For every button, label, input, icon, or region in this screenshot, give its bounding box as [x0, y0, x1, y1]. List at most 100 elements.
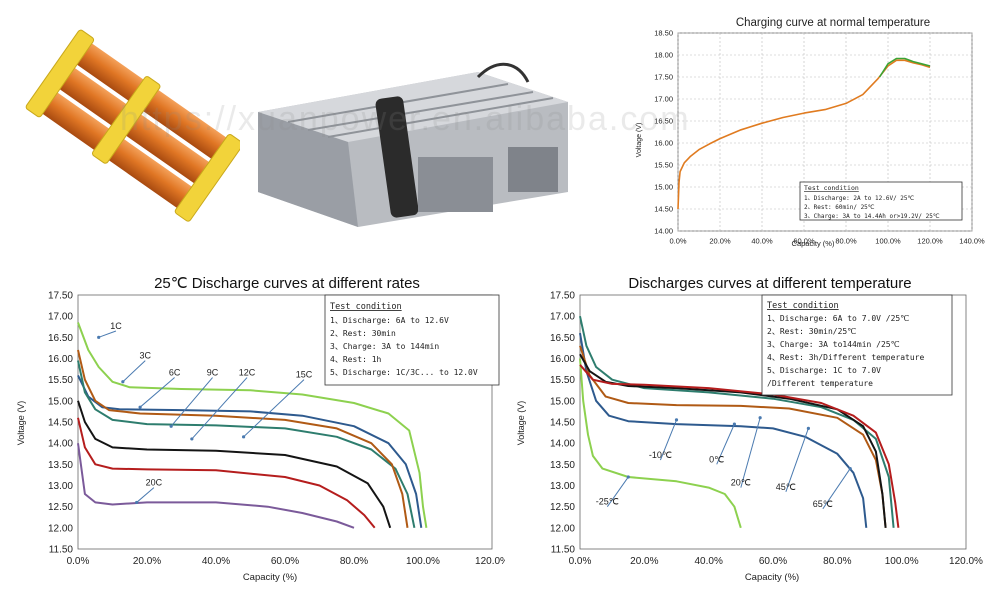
x-tick-label: 40.0% [694, 556, 722, 567]
y-tick-label: 12.50 [48, 502, 73, 513]
y-tick-label: 13.00 [48, 481, 73, 492]
x-tick-label: 100.0% [885, 556, 919, 567]
annotation-arrow-head [135, 500, 139, 505]
x-tick-label: 0.0% [669, 237, 686, 246]
annotation-arrow [716, 423, 735, 465]
test-condition-line-1: 1、Discharge: 2A to 12.6V/ 25℃ [804, 195, 915, 202]
series-annotation-label: 12C [239, 368, 256, 378]
chart-title: Charging curve at normal temperature [736, 17, 930, 29]
x-tick-label: 80.0% [823, 556, 851, 567]
test-condition-title: Test condition [330, 302, 402, 312]
test-condition-box: Test condition 1、Discharge: 6A to 7.0V /… [761, 294, 953, 396]
series-annotation-label: 45℃ [776, 482, 796, 492]
y-tick-label: 16.00 [48, 354, 73, 365]
y-tick-label: 17.50 [654, 73, 673, 82]
y-tick-label: 14.00 [654, 227, 673, 236]
series-line-65℃ [579, 364, 900, 528]
y-tick-label: 16.00 [550, 354, 575, 365]
annotation-arrow-head [169, 424, 173, 428]
x-tick-label: 0.0% [67, 556, 90, 567]
test-condition-line-4: 4、Rest: 3h/Different temperature [767, 353, 924, 362]
series-line-20℃ [579, 315, 895, 528]
series-line-0℃ [579, 345, 887, 528]
test-condition-title: Test condition [767, 301, 839, 311]
x-tick-label: 60.0% [793, 237, 815, 246]
y-tick-label: 15.00 [550, 396, 575, 407]
annotation-arrow [136, 487, 155, 503]
rate-discharge-chart: 25℃ Discharge curves at different rates … [10, 268, 509, 593]
annotation-arrow [98, 330, 117, 338]
test-condition-line-2: 2、Rest: 60min/ 25℃ [804, 204, 875, 211]
x-tick-label: 80.0% [340, 556, 368, 567]
y-tick-label: 14.50 [48, 418, 73, 429]
annotation-arrow-head [806, 426, 810, 430]
annotation-arrow [243, 379, 305, 438]
y-tick-label: 15.00 [654, 183, 673, 192]
y-tick-label: 11.50 [49, 545, 74, 556]
y-tick-label: 18.50 [654, 29, 673, 38]
test-condition-line-3: 3、Charge: 3A to 14.4Ah or>19.2V/ 25℃ [804, 213, 940, 220]
y-tick-label: 14.00 [48, 439, 73, 450]
series-line-45℃ [579, 353, 887, 528]
series-annotation-label: 6C [169, 368, 181, 378]
y-tick-label: 13.00 [550, 481, 575, 492]
y-tick-label: 13.50 [550, 460, 575, 471]
battery-module-photo [248, 42, 578, 230]
y-axis-label: Voltage (V) [16, 401, 26, 446]
annotation-arrow-head [97, 335, 101, 339]
series-line-1C [77, 322, 428, 528]
annotation-arrow [139, 377, 175, 408]
y-tick-label: 16.50 [48, 333, 73, 344]
annotation-arrow [740, 417, 761, 488]
annotation-arrow [659, 419, 677, 461]
series-annotation-label: 1C [110, 321, 122, 331]
x-tick-label: 120.0% [949, 556, 983, 567]
x-tick-label: 140.0% [959, 237, 985, 246]
series-line-12C [77, 400, 392, 529]
x-tick-label: 20.0% [133, 556, 161, 567]
y-tick-label: 15.00 [48, 396, 73, 407]
series-line-15C [77, 417, 376, 529]
series-annotation-label: 15C [296, 370, 313, 380]
x-tick-label: 20.0% [709, 237, 731, 246]
annotation-arrow-head [138, 405, 142, 409]
x-tick-label: 60.0% [759, 556, 787, 567]
annotation-arrow [822, 468, 851, 510]
y-tick-label: 13.50 [48, 460, 73, 471]
chart-title: Discharges curves at different temperatu… [628, 275, 911, 292]
chart-title: 25℃ Discharge curves at different rates [154, 275, 420, 292]
x-tick-label: 120.0% [475, 556, 505, 567]
series-line-6C [77, 360, 416, 529]
y-tick-label: 14.50 [654, 205, 673, 214]
x-tick-label: 100.0% [875, 237, 901, 246]
series-line-9C [77, 349, 409, 528]
test-condition-line-6: /Different temperature [767, 379, 873, 388]
test-condition-line-3: 3、Charge: 3A to144min /25℃ [767, 340, 900, 349]
y-tick-label: 18.00 [654, 51, 673, 60]
y-tick-label: 16.50 [654, 117, 673, 126]
test-condition-box: Test condition 1、Discharge: 6A to 12.6V … [324, 294, 500, 386]
test-condition-line-2: 2、Rest: 30min/25℃ [767, 327, 856, 336]
x-axis-label: Capacity (%) [745, 572, 799, 583]
y-tick-label: 15.50 [48, 375, 73, 386]
series-annotation-label: 20C [146, 478, 163, 488]
y-tick-label: 17.50 [48, 291, 73, 302]
battery-cells-photo [20, 20, 244, 230]
x-tick-label: 0.0% [569, 556, 592, 567]
x-tick-label: 100.0% [406, 556, 440, 567]
series-line-3C [77, 374, 423, 528]
annotation-arrow-head [242, 435, 246, 439]
y-tick-label: 15.50 [654, 161, 673, 170]
test-condition-line-1: 1、Discharge: 6A to 7.0V /25℃ [767, 314, 909, 323]
annotation-arrow-head [758, 416, 762, 420]
y-axis-label: Voltage (V) [516, 401, 526, 446]
plot-frame [677, 32, 973, 232]
y-tick-label: 17.00 [654, 95, 673, 104]
y-tick-label: 12.00 [48, 523, 73, 534]
series-annotation-label: 65℃ [813, 499, 833, 509]
y-tick-label: 16.50 [550, 333, 575, 344]
series-annotation-label: 0℃ [709, 454, 724, 464]
annotation-arrow-head [626, 475, 630, 479]
test-condition-box: Test condition 1、Discharge: 2A to 12.6V/… [799, 181, 963, 221]
annotation-arrow-head [121, 380, 125, 384]
